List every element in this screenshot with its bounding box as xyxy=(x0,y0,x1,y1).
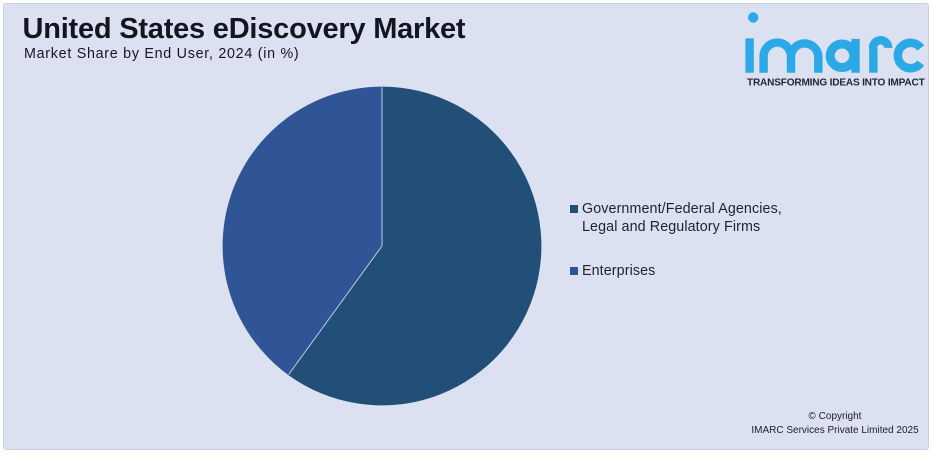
svg-text:TRANSFORMING IDEAS INTO IMPACT: TRANSFORMING IDEAS INTO IMPACT xyxy=(747,78,926,89)
